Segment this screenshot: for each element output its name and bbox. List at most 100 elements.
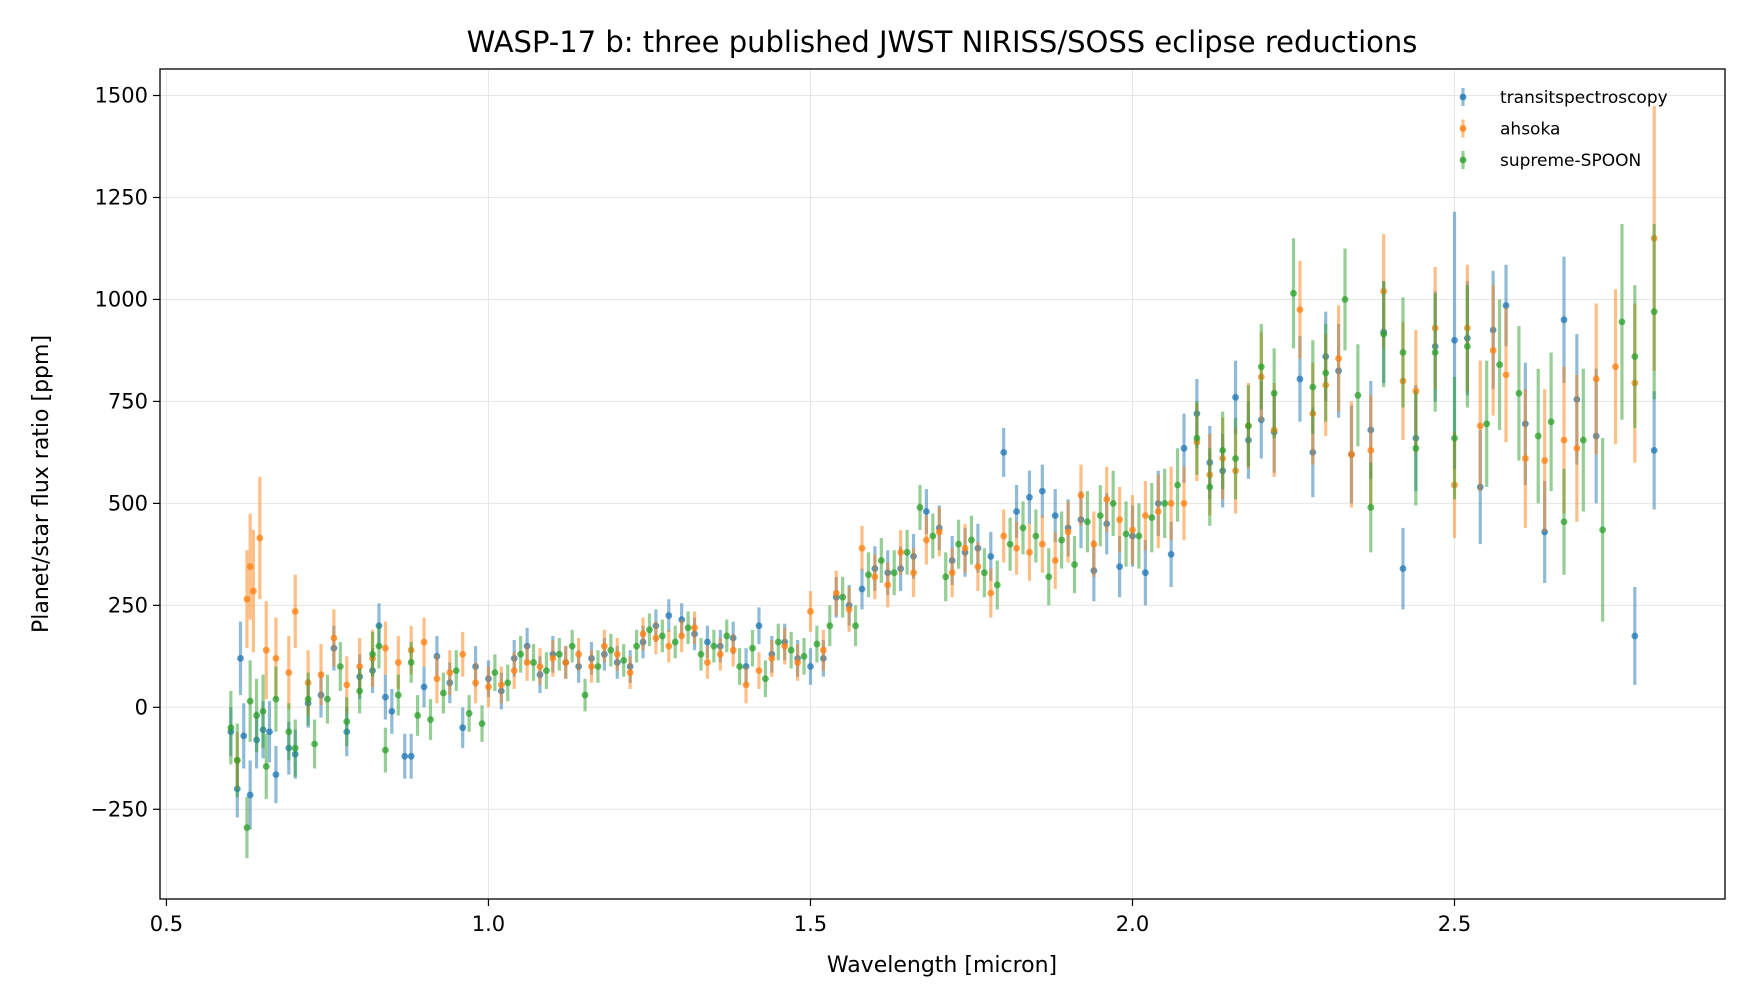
y-tick-label: 1000 [95,287,148,311]
data-point [1541,457,1549,464]
x-tick-label: 2.5 [1438,912,1471,936]
data-point [272,654,280,662]
data-point [1141,512,1149,520]
data-point [1451,434,1458,442]
data-point [935,528,943,536]
data-point [1599,526,1607,534]
data-point [272,695,280,703]
data-point [1496,361,1503,369]
data-point [1232,393,1239,401]
data-point [1380,330,1388,338]
data-point [394,691,402,699]
data-point [1026,548,1033,556]
y-tick-label: 0 [135,695,148,719]
data-point [1206,483,1214,491]
data-point [1650,446,1658,454]
data-point [1399,565,1407,573]
y-tick-label: 750 [108,389,148,413]
data-point [472,679,479,687]
data-point [890,569,898,577]
data-point [562,659,570,666]
data-point [691,624,698,632]
data-point [262,646,270,654]
data-point [858,544,866,552]
data-point [633,642,640,650]
data-point [1309,383,1317,391]
data-point [311,740,318,748]
data-point [1412,444,1420,452]
data-point [1612,363,1619,371]
data-point [697,650,705,658]
data-point [1141,569,1149,577]
grid [160,69,1725,899]
data-point [1502,371,1510,379]
data-point [922,536,930,544]
data-point [1032,532,1040,540]
series-supreme-SPOON [227,223,1658,859]
data-point [729,646,737,654]
data-point [1129,526,1136,534]
data-point [613,650,621,658]
data-point [1122,530,1130,538]
data-point [478,720,486,728]
data-point [1650,308,1658,316]
data-point [1451,336,1458,344]
data-point [588,663,595,670]
data-point [1489,347,1497,354]
data-point [1618,318,1626,326]
data-point [1038,540,1046,548]
data-point [420,638,428,646]
data-point [285,728,293,736]
data-point [871,573,879,581]
data-point [227,724,235,732]
legend-marker [1459,93,1467,101]
data-point [555,650,563,658]
data-point [1051,512,1059,520]
data-point [1000,448,1008,456]
data-point [1367,446,1375,454]
data-point [581,691,589,699]
data-point [716,650,724,658]
data-point [761,675,769,683]
plot-data [227,105,1658,859]
data-point [987,552,995,560]
data-point [839,593,847,601]
data-point [1135,532,1143,540]
data-point [755,622,763,630]
data-point [375,642,383,650]
data-point [543,667,550,674]
data-point [1038,487,1046,495]
data-point [485,683,492,691]
data-point [549,654,557,662]
data-point [671,638,679,646]
data-point [1399,349,1407,356]
data-point [929,532,937,540]
data-point [1064,528,1072,536]
data-point [1341,296,1349,303]
data-point [1154,508,1162,515]
y-tick-label: 250 [108,593,148,617]
data-point [1058,536,1066,544]
data-point [704,638,711,646]
data-point [517,650,525,658]
data-point [246,791,254,799]
chart-title: WASP-17 b: three published JWST NIRISS/S… [467,25,1418,59]
data-point [1019,524,1027,532]
data-point [1322,369,1330,377]
data-point [504,679,512,687]
data-point [955,540,963,548]
data-point [1077,491,1085,499]
data-point [1579,436,1587,444]
data-point [768,654,776,662]
data-point [491,669,499,677]
data-point [1180,499,1188,507]
data-point [452,667,460,674]
data-point [233,756,241,764]
data-point [1096,512,1104,520]
data-point [382,746,389,754]
data-point [819,646,827,654]
data-point [237,654,244,662]
data-point [678,632,686,640]
data-point [1534,432,1542,440]
legend-marker [1459,156,1467,164]
